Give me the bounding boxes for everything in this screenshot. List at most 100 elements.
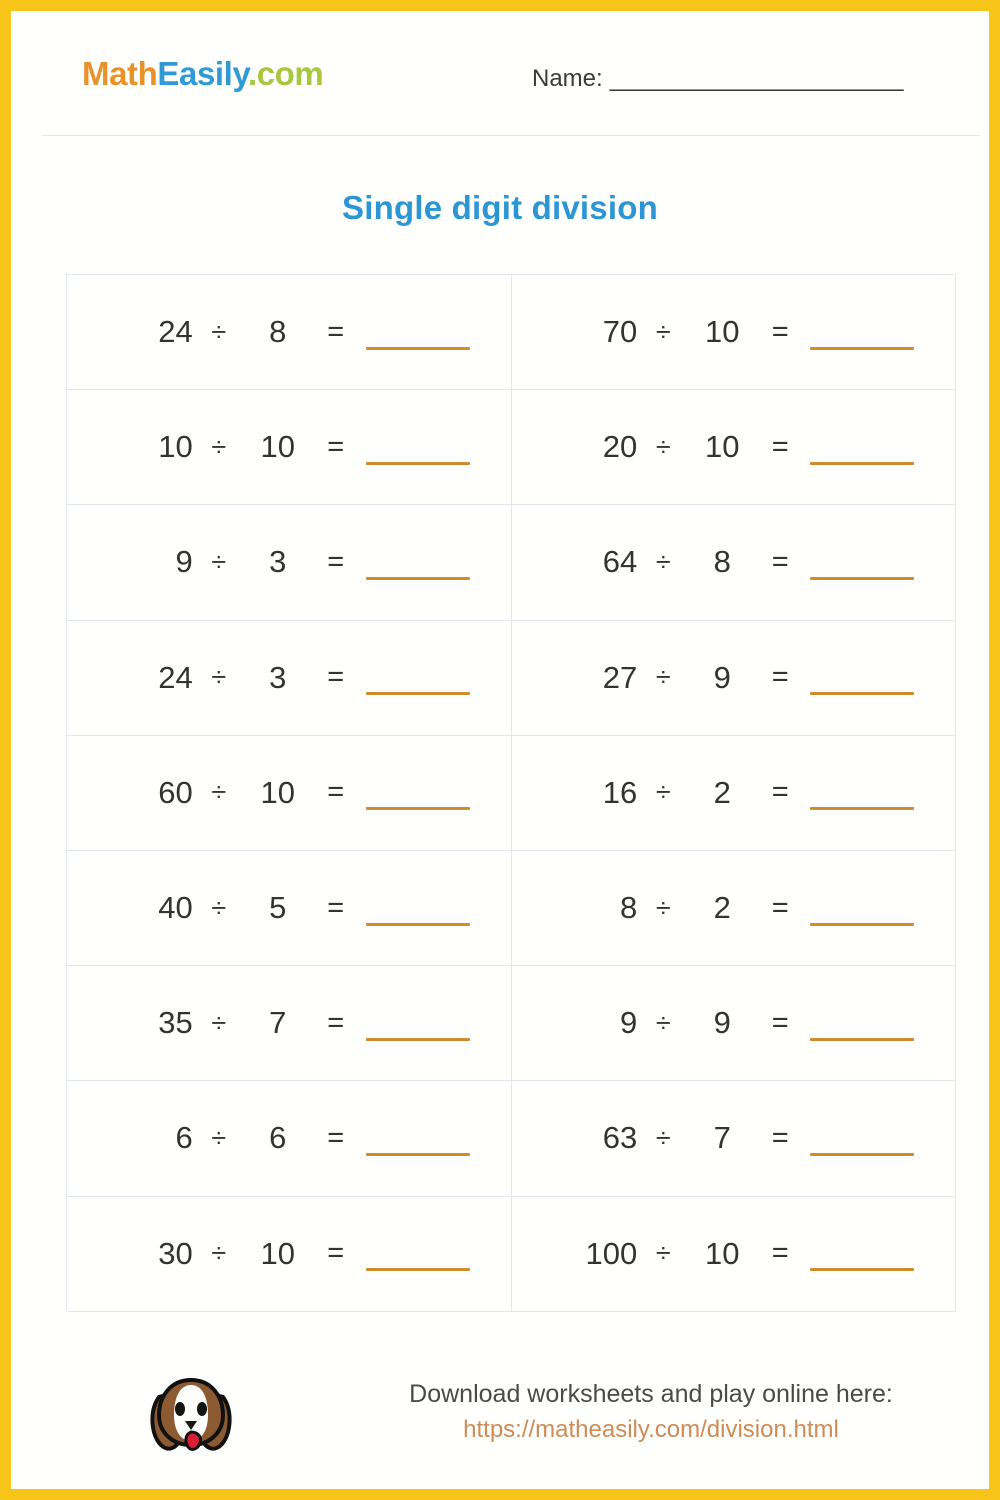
division-problem: 64 ÷ 8 = [512, 505, 956, 619]
division-problem: 8 ÷ 2 = [512, 851, 956, 965]
answer-blank[interactable] [805, 777, 917, 811]
name-label: Name: [532, 65, 603, 92]
problem-cell: 24 ÷ 8 = [67, 275, 512, 391]
dividend: 6 [175, 1120, 193, 1156]
dividend: 100 [585, 1235, 638, 1271]
site-logo[interactable]: MathEasily.com [82, 55, 324, 93]
division-problem: 100 ÷ 10 = [512, 1197, 956, 1311]
equals-sign: = [327, 545, 345, 578]
divisor: 10 [705, 1235, 740, 1271]
answer-blank[interactable] [361, 893, 473, 926]
division-operator-icon: ÷ [655, 777, 671, 808]
dividend: 9 [175, 544, 193, 580]
division-operator-icon: ÷ [211, 1238, 227, 1269]
dividend: 8 [620, 890, 638, 926]
division-problem: 9 ÷ 3 = [67, 505, 511, 619]
division-problem: 60 ÷ 10 = [67, 736, 511, 850]
answer-blank[interactable] [805, 1238, 917, 1272]
logo-segment-com: .com [247, 55, 324, 92]
equals-sign: = [327, 1237, 345, 1270]
dividend: 35 [158, 1005, 193, 1041]
dividend: 64 [602, 544, 638, 580]
dividend: 9 [620, 1005, 638, 1041]
answer-blank[interactable] [361, 1123, 473, 1156]
division-problem: 20 ÷ 10 = [512, 390, 956, 504]
answer-blank[interactable] [361, 777, 473, 811]
division-operator-icon: ÷ [655, 431, 671, 462]
answer-blank[interactable] [805, 1123, 917, 1156]
problem-cell: 100 ÷ 10 = [511, 1196, 956, 1312]
answer-blank[interactable] [805, 317, 917, 350]
division-problem: 9 ÷ 9 = [512, 966, 956, 1080]
dividend: 30 [158, 1235, 193, 1271]
equals-sign: = [327, 1006, 345, 1039]
problem-cell: 30 ÷ 10 = [67, 1196, 512, 1312]
answer-blank[interactable] [361, 1238, 473, 1272]
dividend: 60 [158, 774, 193, 810]
problem-cell: 27 ÷ 9 = [511, 620, 956, 736]
divisor: 10 [705, 429, 740, 465]
divisor: 10 [260, 774, 295, 810]
divisor: 9 [713, 1005, 731, 1041]
dividend: 10 [158, 429, 193, 465]
problem-cell: 24 ÷ 3 = [67, 620, 512, 736]
problem-cell: 64 ÷ 8 = [511, 505, 956, 621]
problem-grid: 24 ÷ 8 = 70 ÷ 10 = 10 ÷ 10 = 20 ÷ 10 = 9 ÷ 3 = 64 ÷ 8 = 24 ÷ 3 = 27 ÷… [66, 274, 956, 1312]
problem-cell: 10 ÷ 10 = [67, 390, 512, 506]
name-field[interactable]: Name: _______________________ [532, 67, 903, 91]
dividend: 20 [602, 429, 638, 465]
problem-cell: 60 ÷ 10 = [67, 735, 512, 851]
answer-blank[interactable] [805, 662, 917, 696]
problem-cell: 8 ÷ 2 = [511, 850, 956, 967]
answer-blank[interactable] [805, 893, 917, 926]
division-operator-icon: ÷ [211, 892, 227, 923]
equals-sign: = [771, 1121, 789, 1154]
name-write-line[interactable]: _______________________ [609, 65, 904, 92]
answer-blank[interactable] [805, 547, 917, 580]
logo-segment-math: Math [82, 55, 158, 92]
answer-blank[interactable] [805, 1008, 917, 1041]
division-problem: 40 ÷ 5 = [67, 851, 511, 965]
page-title: Single digit division [342, 189, 658, 226]
equals-sign: = [771, 1237, 789, 1270]
equals-sign: = [327, 891, 345, 924]
equals-sign: = [327, 776, 345, 809]
divisor: 8 [269, 314, 287, 350]
division-problem: 16 ÷ 2 = [512, 736, 956, 850]
answer-blank[interactable] [361, 317, 473, 350]
division-problem: 24 ÷ 3 = [67, 621, 511, 735]
problem-cell: 70 ÷ 10 = [511, 275, 956, 391]
dividend: 24 [158, 314, 193, 350]
divisor: 7 [269, 1005, 287, 1041]
footer-url-link[interactable]: https://matheasily.com/division.html [463, 1415, 839, 1443]
divisor: 3 [269, 544, 287, 580]
header-divider [42, 135, 980, 136]
answer-blank[interactable] [361, 1008, 473, 1041]
divisor: 2 [713, 774, 731, 810]
division-problem: 63 ÷ 7 = [512, 1081, 956, 1195]
answer-blank[interactable] [361, 432, 473, 465]
page-header: MathEasily.com Name: ___________________… [35, 11, 965, 109]
division-problem: 6 ÷ 6 = [67, 1081, 511, 1195]
logo-segment-easily: Easily [157, 55, 248, 92]
equals-sign: = [327, 1121, 345, 1154]
answer-blank[interactable] [805, 432, 917, 465]
page-footer: Download worksheets and play online here… [11, 1359, 989, 1489]
division-operator-icon: ÷ [211, 1007, 227, 1038]
problem-cell: 9 ÷ 3 = [67, 505, 512, 621]
dog-face-icon [145, 1371, 237, 1463]
equals-sign: = [771, 430, 789, 463]
answer-blank[interactable] [361, 547, 473, 580]
problem-cell: 35 ÷ 7 = [67, 966, 512, 1082]
divisor: 10 [260, 1235, 295, 1271]
divisor: 5 [269, 890, 287, 926]
problem-cell: 63 ÷ 7 = [511, 1081, 956, 1197]
footer-promo-text: Download worksheets and play online here… [409, 1380, 893, 1408]
division-operator-icon: ÷ [655, 546, 671, 577]
division-operator-icon: ÷ [655, 1238, 671, 1269]
division-problem: 30 ÷ 10 = [67, 1197, 511, 1311]
answer-blank[interactable] [361, 662, 473, 696]
division-problem: 10 ÷ 10 = [67, 390, 511, 504]
division-problem: 24 ÷ 8 = [67, 275, 511, 389]
dividend: 63 [602, 1120, 638, 1156]
